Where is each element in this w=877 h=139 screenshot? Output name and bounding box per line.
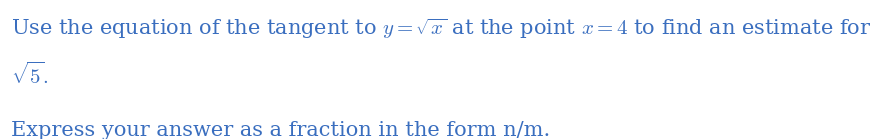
Text: Express your answer as a fraction in the form n/m.: Express your answer as a fraction in the…	[11, 121, 551, 139]
Text: $\sqrt{5}.$: $\sqrt{5}.$	[11, 61, 49, 88]
Text: Use the equation of the tangent to $y = \sqrt{x}$ at the point $x = 4$ to find a: Use the equation of the tangent to $y = …	[11, 17, 872, 41]
